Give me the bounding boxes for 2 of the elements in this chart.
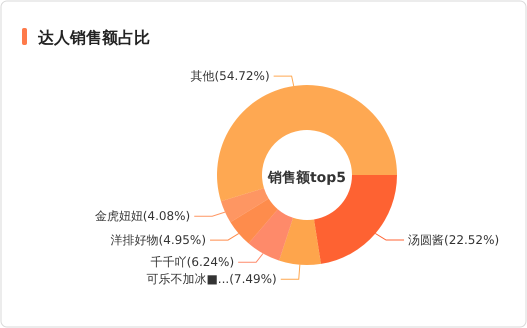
- text: 销售额top5: [266, 169, 346, 186]
- chart-title: 达人销售额占比: [37, 28, 150, 47]
